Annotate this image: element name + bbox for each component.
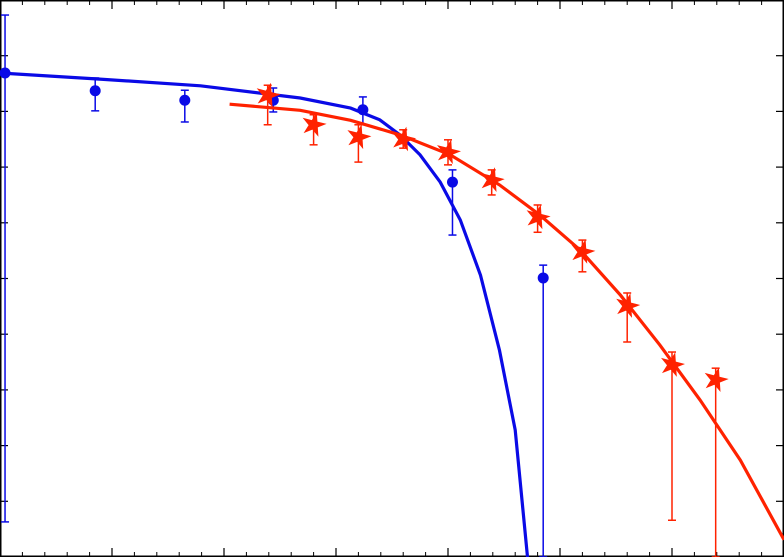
point [89, 85, 101, 97]
point [526, 204, 551, 230]
error-bar [1, 14, 10, 523]
point [0, 67, 11, 79]
point [616, 293, 641, 318]
point [480, 167, 505, 192]
point [347, 124, 372, 150]
point [437, 139, 461, 165]
point [704, 367, 729, 392]
point [392, 126, 417, 152]
point [537, 272, 549, 284]
point [256, 82, 281, 108]
fit-curve [229, 102, 784, 541]
error-bar [711, 367, 720, 557]
point [179, 94, 191, 106]
point [661, 352, 685, 377]
point [446, 176, 458, 188]
fit-curve [0, 71, 530, 557]
point [571, 239, 596, 264]
point [357, 104, 369, 116]
error-bar [668, 351, 676, 521]
error-bar [539, 264, 548, 557]
point [302, 112, 327, 137]
